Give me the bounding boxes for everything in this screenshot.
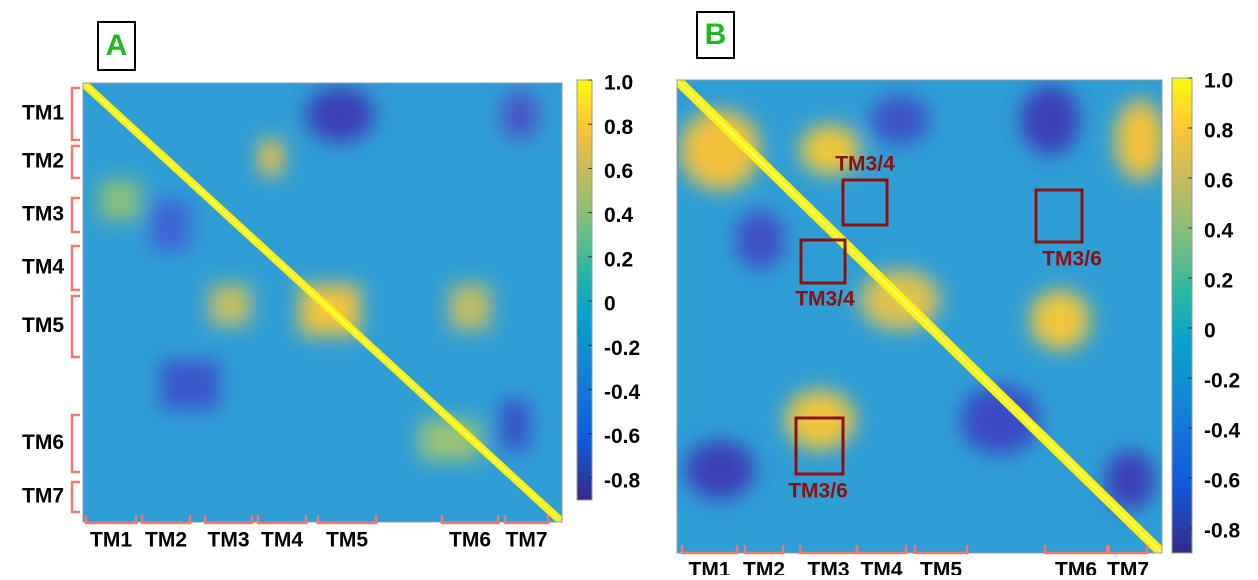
panel-label: A [106, 29, 128, 62]
x-region-label: TM4 [261, 529, 303, 552]
region-bracket [1107, 545, 1149, 555]
region-bracket [70, 294, 80, 359]
colorbar-tick-label: -0.8 [604, 469, 641, 492]
region-bracket [680, 545, 739, 555]
annotation-boxes [794, 178, 1084, 476]
annotation: TM3/4 [835, 153, 895, 176]
region-bracket [140, 515, 192, 525]
region-bracket [70, 480, 80, 514]
x-region-label: TM2 [743, 559, 785, 575]
region-bracket [743, 545, 785, 555]
region-bracket [256, 515, 308, 525]
colorbar-tick-label: -0.4 [1204, 420, 1241, 443]
x-region-label: TM5 [326, 529, 368, 552]
x-region-label: TM6 [1055, 559, 1097, 575]
region-bracket [70, 196, 80, 234]
y-region-label: TM3 [22, 203, 64, 226]
panel-label: B [705, 18, 727, 51]
x-region-label: TM3 [808, 559, 850, 575]
region-bracket [70, 413, 80, 474]
y-region-label: TM4 [22, 256, 64, 279]
region-bracket [1043, 545, 1109, 555]
region-bracket [70, 244, 80, 292]
x-region-label: TM7 [506, 529, 548, 552]
region-bracket [70, 86, 80, 142]
colorbar-tick-label: -0.6 [604, 425, 640, 448]
colorbar [576, 79, 593, 501]
x-region-label: TM6 [449, 529, 491, 552]
annotation: TM3/6 [1042, 248, 1102, 271]
colorbar-tick-label: 0.6 [604, 160, 633, 183]
y-region-label: TM6 [22, 431, 64, 454]
x-region-label: TM1 [689, 559, 731, 575]
x-region-label: TM7 [1107, 559, 1149, 575]
colorbar-tick-label: 0 [1204, 320, 1216, 343]
colorbar-tick-label: -0.4 [604, 381, 641, 404]
region-bracket [70, 144, 80, 180]
x-region-label: TM4 [861, 559, 903, 575]
region-bracket [203, 515, 254, 525]
colorbar-tick-label: -0.2 [1204, 370, 1240, 393]
colorbar-tick-label: 0.2 [604, 248, 633, 271]
colorbar-tick-label: 1.0 [1204, 70, 1233, 93]
region-bracket [913, 545, 969, 555]
heatmap-a [83, 83, 562, 522]
region-bracket [503, 515, 550, 525]
region-bracket [855, 545, 908, 555]
colorbar-tick-label: -0.8 [1204, 520, 1241, 543]
heatmap-b [677, 80, 1162, 553]
colorbar-tick-label: -0.2 [604, 337, 640, 360]
panel-label-box [97, 21, 136, 71]
colorbar-tick-label: 0.4 [1204, 220, 1234, 243]
x-region-label: TM5 [920, 559, 962, 575]
colorbar-tick-label: 0.8 [1204, 120, 1234, 143]
region-bracket [440, 515, 500, 525]
annotation: TM3/6 [788, 480, 848, 503]
colorbar-tick-label: -0.6 [1204, 470, 1240, 493]
colorbar-tick-label: 0.2 [1204, 270, 1233, 293]
x-region-label: TM2 [145, 529, 187, 552]
y-region-label: TM7 [22, 485, 64, 508]
panel-label-box [696, 11, 735, 59]
x-region-label: TM1 [90, 529, 132, 552]
y-region-label: TM5 [22, 314, 64, 337]
region-bracket [84, 515, 138, 525]
region-bracket [316, 515, 378, 525]
y-region-label: TM2 [22, 150, 64, 173]
colorbar [1171, 77, 1193, 554]
colorbar-tick-label: 0.6 [1204, 170, 1233, 193]
colorbar-tick-label: 1.0 [604, 72, 633, 95]
colorbar-tick-label: 0.8 [604, 116, 634, 139]
colorbar-tick-label: 0 [604, 293, 616, 316]
y-region-label: TM1 [22, 102, 64, 125]
colorbar-tick-label: 0.4 [604, 204, 634, 227]
annotation: TM3/4 [795, 288, 855, 311]
x-region-label: TM3 [208, 529, 250, 552]
